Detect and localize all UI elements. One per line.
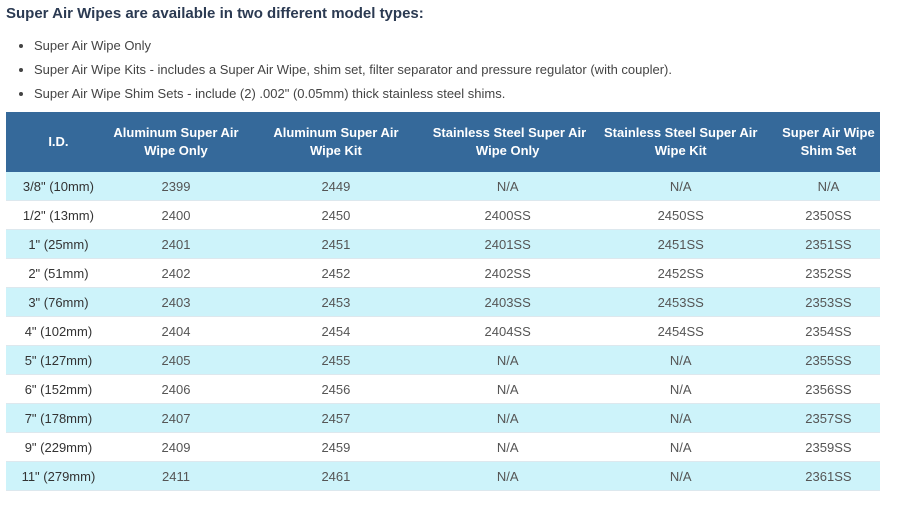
part-number-cell: 2452	[241, 258, 431, 288]
part-number-cell: 2353SS	[776, 287, 880, 317]
model-number-table: I.D. Aluminum Super Air Wipe Only Alumin…	[6, 112, 880, 491]
part-number-cell: N/A	[584, 374, 777, 404]
part-number-cell: 2400SS	[430, 200, 585, 230]
part-number-cell: 2453	[241, 287, 431, 317]
part-number-cell: 2405	[110, 345, 242, 375]
part-number-cell: 2457	[241, 403, 431, 433]
part-number-cell: 2451SS	[584, 229, 777, 259]
part-number-cell: 2450SS	[584, 200, 777, 230]
part-number-cell: 2355SS	[776, 345, 880, 375]
table-header: I.D. Aluminum Super Air Wipe Only Alumin…	[6, 112, 880, 172]
column-header-stainless-wipe-only: Stainless Steel Super Air Wipe Only	[430, 112, 586, 172]
model-type-item: Super Air Wipe Kits - includes a Super A…	[34, 62, 904, 77]
column-header-stainless-wipe-kit: Stainless Steel Super Air Wipe Kit	[584, 112, 777, 172]
part-number-cell: 2453SS	[584, 287, 777, 317]
table-row: 3/8" (10mm) 2399 2449 N/A N/A N/A	[6, 172, 880, 201]
part-number-cell: 2401	[110, 229, 242, 259]
part-number-cell: 2450	[241, 200, 431, 230]
table-row: 1/2" (13mm) 2400 2450 2400SS 2450SS 2350SS	[6, 200, 880, 230]
row-id-cell: 7" (178mm)	[6, 403, 111, 433]
part-number-cell: 2403	[110, 287, 242, 317]
part-number-cell: N/A	[584, 172, 777, 201]
part-number-cell: 2459	[241, 432, 431, 462]
table-row: 11" (279mm) 2411 2461 N/A N/A 2361SS	[6, 461, 880, 491]
part-number-cell: N/A	[430, 403, 585, 433]
part-number-cell: 2454SS	[584, 316, 777, 346]
row-id-cell: 3/8" (10mm)	[6, 172, 111, 201]
row-id-cell: 6" (152mm)	[6, 374, 111, 404]
part-number-cell: N/A	[430, 461, 585, 491]
part-number-cell: 2351SS	[776, 229, 880, 259]
table-row: 4" (102mm) 2404 2454 2404SS 2454SS 2354SS	[6, 316, 880, 346]
part-number-cell: N/A	[584, 403, 777, 433]
row-id-cell: 9" (229mm)	[6, 432, 111, 462]
column-header-id: I.D.	[6, 112, 111, 172]
part-number-cell: 2456	[241, 374, 431, 404]
part-number-cell: 2350SS	[776, 200, 880, 230]
row-id-cell: 2" (51mm)	[6, 258, 111, 288]
part-number-cell: 2356SS	[776, 374, 880, 404]
part-number-cell: 2401SS	[430, 229, 585, 259]
part-number-cell: 2361SS	[776, 461, 880, 491]
column-header-aluminum-wipe-kit: Aluminum Super Air Wipe Kit	[241, 112, 431, 172]
part-number-cell: 2357SS	[776, 403, 880, 433]
part-number-cell: 2454	[241, 316, 431, 346]
table-row: 9" (229mm) 2409 2459 N/A N/A 2359SS	[6, 432, 880, 462]
part-number-cell: 2403SS	[430, 287, 585, 317]
part-number-cell: 2452SS	[584, 258, 777, 288]
row-id-cell: 1/2" (13mm)	[6, 200, 111, 230]
part-number-cell: 2354SS	[776, 316, 880, 346]
part-number-cell: N/A	[584, 432, 777, 462]
table-row: 1" (25mm) 2401 2451 2401SS 2451SS 2351SS	[6, 229, 880, 259]
part-number-cell: 2359SS	[776, 432, 880, 462]
part-number-cell: 2451	[241, 229, 431, 259]
row-id-cell: 1" (25mm)	[6, 229, 111, 259]
column-header-shim-set: Super Air Wipe Shim Set	[776, 112, 880, 172]
table-row: 5" (127mm) 2405 2455 N/A N/A 2355SS	[6, 345, 880, 375]
part-number-cell: 2352SS	[776, 258, 880, 288]
table-row: 6" (152mm) 2406 2456 N/A N/A 2356SS	[6, 374, 880, 404]
part-number-cell: 2404	[110, 316, 242, 346]
table-row: 2" (51mm) 2402 2452 2402SS 2452SS 2352SS	[6, 258, 880, 288]
part-number-cell: 2409	[110, 432, 242, 462]
part-number-cell: N/A	[584, 345, 777, 375]
part-number-cell: 2406	[110, 374, 242, 404]
table-row: 7" (178mm) 2407 2457 N/A N/A 2357SS	[6, 403, 880, 433]
part-number-cell: 2407	[110, 403, 242, 433]
model-type-item: Super Air Wipe Only	[34, 38, 904, 53]
part-number-cell: N/A	[430, 172, 585, 201]
page-title: Super Air Wipes are available in two dif…	[6, 5, 424, 22]
part-number-cell: 2399	[110, 172, 242, 201]
part-number-cell: N/A	[430, 345, 585, 375]
part-number-cell: 2455	[241, 345, 431, 375]
table-body: 3/8" (10mm) 2399 2449 N/A N/A N/A 1/2" (13mm) 2…	[6, 172, 880, 491]
part-number-cell: N/A	[430, 432, 585, 462]
row-id-cell: 11" (279mm)	[6, 461, 111, 491]
part-number-cell: 2400	[110, 200, 242, 230]
part-number-cell: 2402SS	[430, 258, 585, 288]
table-row: 3" (76mm) 2403 2453 2403SS 2453SS 2353SS	[6, 287, 880, 317]
part-number-cell: 2461	[241, 461, 431, 491]
part-number-cell: 2404SS	[430, 316, 585, 346]
column-header-aluminum-wipe-only: Aluminum Super Air Wipe Only	[110, 112, 242, 172]
row-id-cell: 4" (102mm)	[6, 316, 111, 346]
header-row: I.D. Aluminum Super Air Wipe Only Alumin…	[6, 112, 880, 172]
part-number-cell: N/A	[584, 461, 777, 491]
part-number-cell: N/A	[776, 172, 880, 201]
model-type-item: Super Air Wipe Shim Sets - include (2) .…	[34, 86, 904, 101]
row-id-cell: 5" (127mm)	[6, 345, 111, 375]
part-number-cell: 2411	[110, 461, 242, 491]
part-number-cell: N/A	[430, 374, 585, 404]
model-types-list: Super Air Wipe Only Super Air Wipe Kits …	[6, 38, 904, 101]
part-number-cell: 2402	[110, 258, 242, 288]
row-id-cell: 3" (76mm)	[6, 287, 111, 317]
part-number-cell: 2449	[241, 172, 431, 201]
